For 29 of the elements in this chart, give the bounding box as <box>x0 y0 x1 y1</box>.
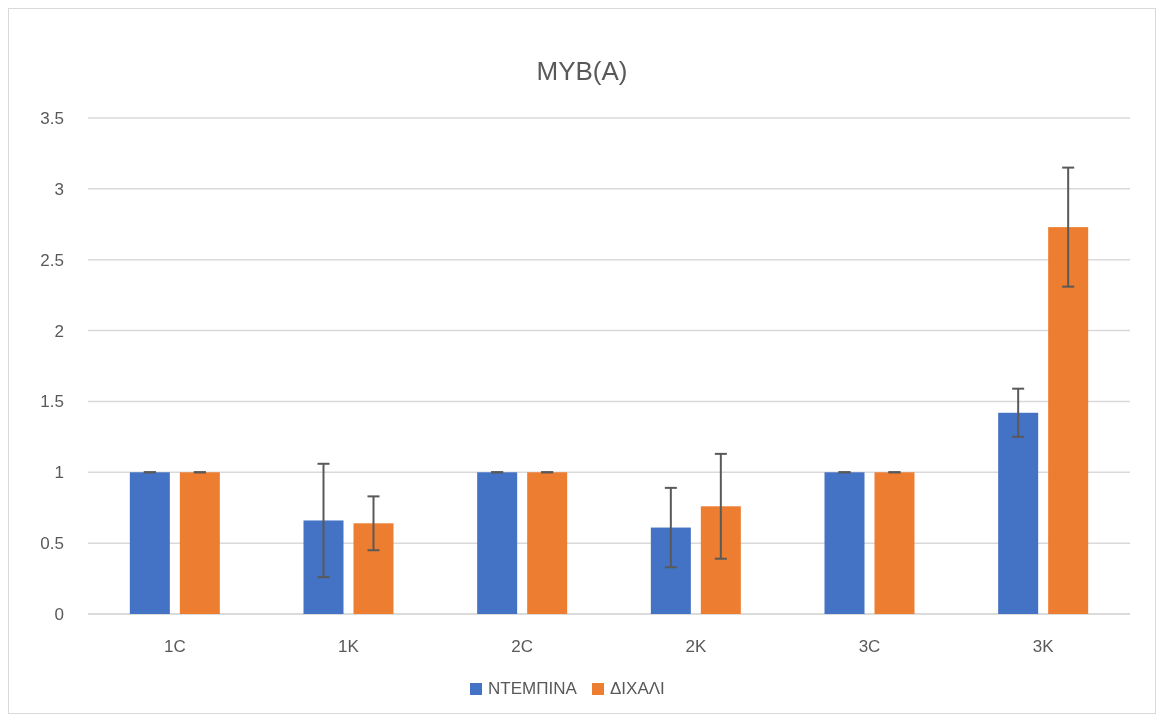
legend-label: ΔΙΧΑΛΙ <box>610 679 665 698</box>
y-tick-label: 0.5 <box>40 534 64 554</box>
y-tick-label: 1 <box>54 463 64 483</box>
x-tick-label: 1C <box>163 637 186 656</box>
x-tick-label: 2K <box>685 637 707 656</box>
bar <box>700 506 741 614</box>
bar <box>353 523 394 614</box>
bar <box>179 472 220 614</box>
bar <box>1048 227 1089 614</box>
bar <box>874 472 915 614</box>
bar <box>650 527 691 614</box>
chart-title: MYB(A) <box>536 56 628 86</box>
bar <box>824 472 865 614</box>
bar <box>998 412 1039 614</box>
bar <box>527 472 568 614</box>
legend-label: ΝΤΕΜΠΙΝΑ <box>488 679 578 698</box>
bar <box>129 472 170 614</box>
x-tick-label: 2C <box>511 637 534 656</box>
x-tick-label: 3C <box>858 637 881 656</box>
bar <box>303 520 344 614</box>
x-tick-label: 3K <box>1032 637 1055 656</box>
y-tick-label: 2 <box>54 321 64 341</box>
x-tick-label: 1K <box>338 637 360 656</box>
bar <box>477 472 518 614</box>
y-tick-label: 3 <box>54 179 64 199</box>
y-tick-label: 1.5 <box>40 392 64 412</box>
y-tick-label: 3.5 <box>40 108 64 128</box>
y-tick-label: 0 <box>54 604 64 624</box>
y-tick-label: 2.5 <box>40 250 64 270</box>
